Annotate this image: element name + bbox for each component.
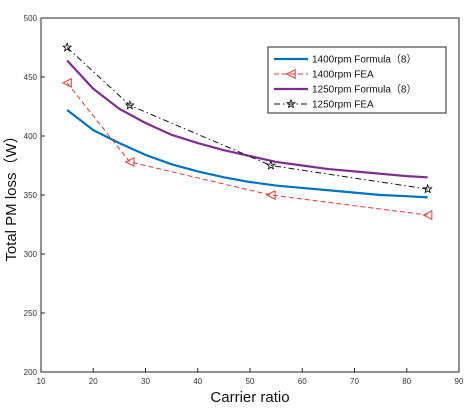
data-point	[124, 99, 136, 110]
data-point	[422, 183, 433, 194]
x-tick-label: 60	[298, 377, 307, 386]
legend-entry: 1250rpm Formula（8）	[274, 84, 416, 96]
y-tick-label: 350	[24, 191, 38, 200]
y-tick-label: 450	[24, 73, 38, 82]
series-line	[66, 59, 428, 179]
x-tick-label: 90	[455, 377, 464, 386]
series-4	[61, 42, 433, 194]
x-axis-label: Carrier ratio	[210, 389, 289, 406]
y-tick-label: 500	[24, 14, 38, 23]
x-tick-label: 40	[193, 377, 202, 386]
y-tick-label: 300	[24, 250, 38, 259]
y-tick-label: 400	[24, 132, 38, 141]
x-tick-label: 50	[246, 377, 255, 386]
legend-label: 1250rpm FEA	[312, 100, 374, 111]
data-point	[422, 210, 433, 221]
series-line	[66, 82, 428, 216]
x-tick-label: 70	[350, 377, 359, 386]
x-tick-label: 80	[402, 377, 411, 386]
legend-marker	[285, 68, 296, 80]
data-point	[61, 77, 72, 88]
data-point	[265, 160, 277, 170]
legend-entry: 1250rpm FEA	[274, 98, 374, 111]
y-axis-label: Total PM loss（W）	[3, 128, 20, 261]
legend-entry: 1400rpm FEA	[274, 68, 374, 81]
series-layer	[61, 42, 433, 221]
x-tick-label: 20	[89, 377, 98, 386]
x-axis: 10 20 30 40 50 60 70 80 90	[37, 368, 464, 386]
legend-marker	[285, 98, 297, 109]
y-axis: 200 250 300 350 400 450 500	[24, 14, 45, 377]
series-1	[66, 109, 428, 199]
legend-entry: 1400rpm Formula（8）	[274, 54, 416, 66]
series-line	[66, 47, 428, 190]
legend-label: 1400rpm FEA	[312, 70, 374, 81]
data-point	[124, 156, 135, 167]
legend: 1400rpm Formula（8） 1400rpm FEA 1250rpm For…	[267, 46, 447, 114]
series-2	[61, 77, 433, 221]
data-point	[265, 189, 276, 201]
x-tick-label: 30	[141, 377, 150, 386]
y-tick-label: 250	[24, 309, 38, 318]
series-3	[66, 59, 428, 179]
legend-label: 1400rpm Formula（8）	[312, 54, 416, 66]
series-line	[66, 109, 428, 199]
legend-label: 1250rpm Formula（8）	[312, 84, 416, 96]
x-tick-label: 10	[37, 377, 46, 386]
data-point	[61, 42, 73, 52]
y-tick-label: 200	[24, 368, 38, 377]
